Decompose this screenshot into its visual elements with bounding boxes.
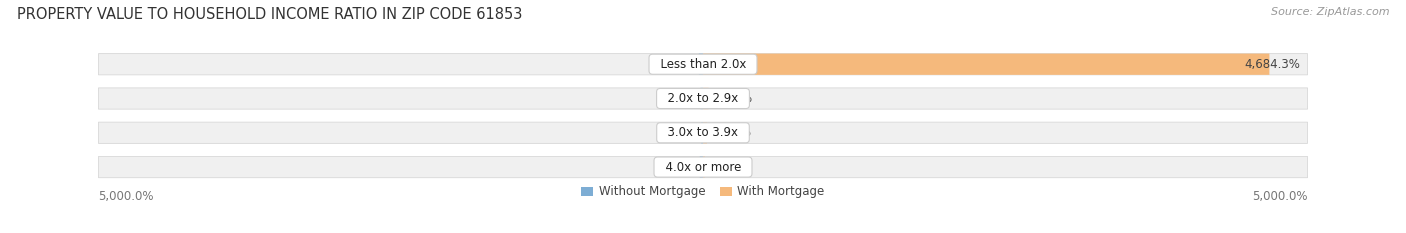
Text: 15.1%: 15.1%: [657, 126, 695, 139]
FancyBboxPatch shape: [702, 122, 703, 143]
Text: Source: ZipAtlas.com: Source: ZipAtlas.com: [1271, 7, 1389, 17]
Text: 21.1%: 21.1%: [655, 92, 693, 105]
FancyBboxPatch shape: [700, 88, 703, 109]
FancyBboxPatch shape: [703, 54, 1270, 75]
Text: 4,684.3%: 4,684.3%: [1244, 58, 1301, 71]
FancyBboxPatch shape: [703, 156, 704, 178]
Text: 5,000.0%: 5,000.0%: [1253, 190, 1308, 203]
Text: 3.0x to 3.9x: 3.0x to 3.9x: [661, 126, 745, 139]
Text: 33.3%: 33.3%: [714, 126, 751, 139]
FancyBboxPatch shape: [699, 54, 703, 75]
FancyBboxPatch shape: [98, 122, 1308, 143]
Text: 34.7%: 34.7%: [654, 58, 692, 71]
Text: 15.6%: 15.6%: [713, 161, 749, 174]
FancyBboxPatch shape: [703, 88, 709, 109]
Text: 5,000.0%: 5,000.0%: [98, 190, 153, 203]
Text: 2.0x to 2.9x: 2.0x to 2.9x: [661, 92, 745, 105]
Text: 45.8%: 45.8%: [716, 92, 754, 105]
FancyBboxPatch shape: [98, 88, 1308, 109]
FancyBboxPatch shape: [703, 122, 707, 143]
FancyBboxPatch shape: [700, 156, 703, 178]
FancyBboxPatch shape: [98, 54, 1308, 75]
Legend: Without Mortgage, With Mortgage: Without Mortgage, With Mortgage: [576, 181, 830, 203]
Text: 4.0x or more: 4.0x or more: [658, 161, 748, 174]
Text: 27.3%: 27.3%: [655, 161, 692, 174]
FancyBboxPatch shape: [98, 156, 1308, 178]
Text: PROPERTY VALUE TO HOUSEHOLD INCOME RATIO IN ZIP CODE 61853: PROPERTY VALUE TO HOUSEHOLD INCOME RATIO…: [17, 7, 522, 22]
Text: Less than 2.0x: Less than 2.0x: [652, 58, 754, 71]
